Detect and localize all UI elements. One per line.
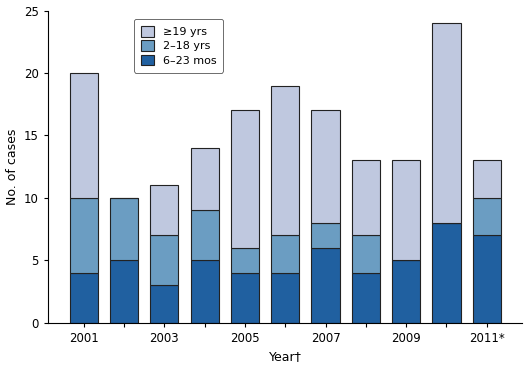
Bar	[191, 261, 219, 323]
Bar	[150, 285, 178, 323]
Bar	[231, 110, 259, 248]
Bar	[191, 210, 219, 261]
Bar	[231, 248, 259, 273]
Bar	[231, 273, 259, 323]
Bar	[271, 273, 299, 323]
Bar	[432, 223, 460, 323]
Bar	[473, 198, 501, 235]
Bar	[392, 261, 420, 323]
Bar	[312, 248, 340, 323]
Bar	[271, 235, 299, 273]
Bar	[312, 110, 340, 223]
X-axis label: Year†: Year†	[269, 351, 301, 363]
Bar	[473, 235, 501, 323]
Bar	[110, 198, 138, 261]
Bar	[392, 161, 420, 261]
Bar	[352, 161, 380, 235]
Bar	[352, 235, 380, 273]
Bar	[110, 261, 138, 323]
Bar	[352, 273, 380, 323]
Legend: ≥19 yrs, 2–18 yrs, 6–23 mos: ≥19 yrs, 2–18 yrs, 6–23 mos	[134, 19, 223, 73]
Bar	[150, 186, 178, 235]
Bar	[432, 23, 460, 223]
Bar	[473, 161, 501, 198]
Bar	[312, 223, 340, 248]
Y-axis label: No. of cases: No. of cases	[6, 128, 18, 205]
Bar	[70, 198, 98, 273]
Bar	[150, 235, 178, 285]
Bar	[271, 86, 299, 235]
Bar	[70, 73, 98, 198]
Bar	[191, 148, 219, 210]
Bar	[70, 273, 98, 323]
